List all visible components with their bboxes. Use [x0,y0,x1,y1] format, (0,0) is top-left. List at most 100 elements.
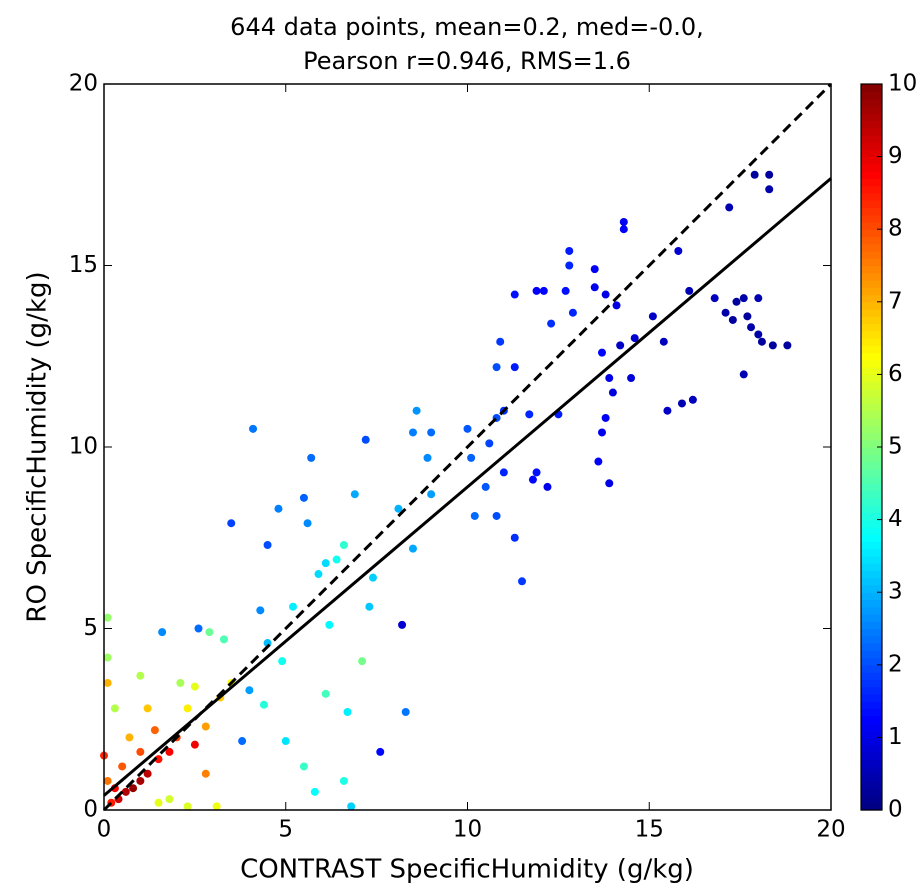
data-point [118,762,127,771]
colorbar-segment [861,512,882,521]
data-point [561,286,570,295]
colorbar-segment [861,243,882,252]
colorbar-segment [861,207,882,216]
colorbar-segment [861,679,882,688]
colorbar-segment [861,258,882,267]
data-point [136,671,145,680]
colorbar-segment [861,722,882,731]
data-point [121,787,130,796]
data-point [339,541,348,550]
data-point [627,374,636,383]
data-point [496,337,505,346]
colorbar-segment [861,142,882,150]
colorbar-segment [861,410,882,419]
data-point [721,308,730,317]
colorbar-segment [861,737,882,746]
colorbar-segment [861,91,882,100]
data-point [597,348,606,357]
data-point [612,301,621,310]
colorbar-segment [861,265,882,274]
data-point [332,555,341,564]
colorbar-segment [861,294,882,303]
colorbar-tick-label: 4 [888,506,903,532]
data-point [110,704,119,713]
x-tick-label: 10 [453,817,482,843]
data-point [278,657,287,666]
colorbar-segment [861,788,882,797]
colorbar-segment [861,359,882,368]
data-point [423,453,432,462]
data-point [249,424,258,433]
data-point [747,323,756,332]
data-point [467,453,476,462]
colorbar-segment [861,432,882,441]
data-point [394,504,403,513]
data-point [150,726,159,735]
colorbar-segment [861,643,882,651]
colorbar-segment [861,200,882,209]
data-point [427,490,436,499]
data-point [245,686,254,695]
data-point [532,286,541,295]
data-point [408,428,417,437]
colorbar-segment [861,84,882,92]
data-point [103,613,112,622]
colorbar-tick-label: 7 [888,288,903,314]
data-point [470,511,479,520]
data-point [347,802,356,811]
colorbar-segment [861,715,882,724]
data-point [525,410,534,419]
colorbar-segment [861,664,882,673]
colorbar-tick-label: 8 [888,216,903,242]
colorbar-segment [861,584,882,593]
data-point [201,769,210,778]
data-point [154,755,163,764]
colorbar-segment [861,555,882,564]
colorbar-segment [861,171,882,179]
data-point [412,406,421,415]
colorbar-segment [861,280,882,288]
colorbar-segment [861,773,882,782]
colorbar-segment [861,606,882,615]
data-point [165,795,174,804]
colorbar-segment [861,744,882,753]
data-point [783,341,792,350]
data-point [310,787,319,796]
data-point [510,290,519,299]
colorbar-segment [861,730,882,738]
colorbar-segment [861,272,882,281]
colorbar-segment [861,163,882,172]
data-point [685,286,694,295]
colorbar-segment [861,330,882,339]
colorbar-segment [861,338,882,346]
data-point [136,776,145,785]
data-point [165,747,174,756]
data-point [605,374,614,383]
colorbar-tick-label: 0 [888,797,903,823]
colorbar-segment [861,381,882,390]
colorbar-segment [861,309,882,317]
data-point [281,737,290,746]
data-point [754,330,763,339]
colorbar-segment [861,621,882,630]
colorbar-segment [861,476,882,484]
colorbar-tick-label: 6 [888,361,903,387]
data-point [768,341,777,350]
y-tick-label: 0 [83,797,98,823]
x-axis-label: CONTRAST SpecificHumidity (g/kg) [240,855,694,885]
data-point [339,776,348,785]
data-point [659,337,668,346]
data-point [183,704,192,713]
data-point [528,475,537,484]
y-tick-label: 15 [69,252,98,278]
colorbar-segment [861,301,882,310]
data-point [568,308,577,317]
colorbar-segment [861,577,882,586]
colorbar-segment [861,134,882,143]
colorbar-segment [861,541,882,550]
data-point [376,747,385,756]
data-point [674,246,683,255]
colorbar-segment [861,708,882,717]
colorbar-segment [861,534,882,542]
colorbar-segment [861,570,882,579]
